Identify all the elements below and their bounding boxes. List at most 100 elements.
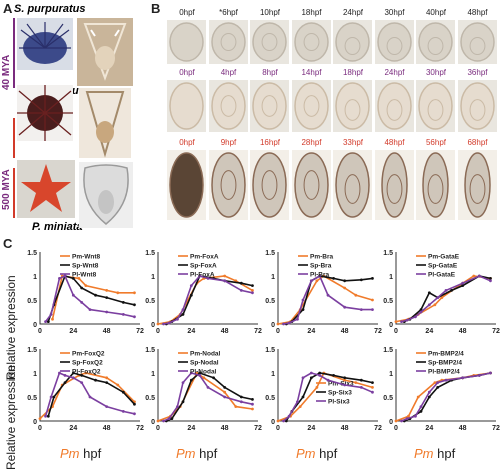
x-tick-label: 0 xyxy=(38,425,42,432)
data-point xyxy=(122,410,125,413)
x-tick-label: 48 xyxy=(221,425,229,432)
data-point xyxy=(296,318,299,321)
data-point xyxy=(133,303,136,306)
data-point xyxy=(371,386,374,389)
data-point xyxy=(176,318,179,321)
data-point xyxy=(420,410,423,413)
embryo-pl-7 xyxy=(458,80,497,132)
x-tick-label: 0 xyxy=(276,425,280,432)
y-tick-label: 0 xyxy=(151,419,155,426)
legend-label: Pm-FoxA xyxy=(190,254,219,261)
data-point xyxy=(489,279,492,282)
data-point xyxy=(371,391,374,394)
data-point xyxy=(190,284,193,287)
data-point xyxy=(354,294,357,297)
data-point xyxy=(288,415,291,418)
data-point xyxy=(122,313,125,316)
species-label-sp: S. purpuratus xyxy=(14,3,86,15)
data-point xyxy=(343,384,346,387)
data-point xyxy=(414,415,417,418)
x-tick-label: 0 xyxy=(156,328,160,335)
larva-pm-photo xyxy=(79,162,133,228)
species-label-pm: P. miniata xyxy=(32,221,83,233)
data-point xyxy=(302,299,305,302)
x-tick-label: 24 xyxy=(69,425,77,432)
data-point xyxy=(472,275,475,278)
embryo-sp-6 xyxy=(416,20,455,64)
data-point xyxy=(51,318,54,321)
embryo-sp-7 xyxy=(458,20,497,64)
xlabel-2-pm: Pm xyxy=(176,446,196,461)
x-tick-label: 72 xyxy=(374,425,382,432)
data-point xyxy=(318,374,321,377)
data-point xyxy=(277,420,280,423)
y-tick-label: 0.5 xyxy=(265,298,275,305)
data-point xyxy=(343,279,346,282)
data-point xyxy=(371,299,374,302)
data-point xyxy=(251,398,254,401)
y-tick-label: 1.5 xyxy=(383,250,393,257)
y-tick-label: 0 xyxy=(389,419,393,426)
y-tick-label: 1 xyxy=(33,371,37,378)
data-point xyxy=(47,415,50,418)
data-point xyxy=(343,287,346,290)
data-point xyxy=(302,308,305,311)
embryo-pm-4 xyxy=(333,150,372,220)
data-point xyxy=(406,417,409,420)
series-line-pm-bra xyxy=(278,276,372,324)
data-point xyxy=(105,381,108,384)
x-tick-label: 0 xyxy=(38,328,42,335)
data-point xyxy=(133,412,136,415)
embryo-pl-4 xyxy=(333,80,372,132)
data-point xyxy=(354,381,357,384)
data-point xyxy=(489,372,492,375)
embryo-sp-2 xyxy=(250,20,289,64)
x-tick-label: 48 xyxy=(341,328,349,335)
data-point xyxy=(44,415,47,418)
y-tick-label: 1 xyxy=(271,371,275,378)
legend-label: Pm-Wnt8 xyxy=(72,254,101,261)
urchin-sp-photo xyxy=(17,18,73,70)
data-point xyxy=(489,277,492,280)
x-tick-label: 0 xyxy=(394,328,398,335)
data-point xyxy=(302,396,305,399)
data-point xyxy=(157,420,160,423)
x-tick-label: 24 xyxy=(425,328,433,335)
legend-label: Sp-GataE xyxy=(428,263,458,270)
legend-label: Pl-FoxA xyxy=(190,272,215,279)
data-point xyxy=(343,376,346,379)
data-point xyxy=(240,396,243,399)
y-tick-label: 0 xyxy=(389,322,393,329)
embryo-pm-0 xyxy=(167,150,206,220)
data-point xyxy=(240,289,243,292)
series-line-sp-foxq2 xyxy=(48,373,134,416)
data-point xyxy=(89,308,92,311)
data-point xyxy=(89,396,92,399)
data-point xyxy=(240,400,243,403)
y-tick-label: 0 xyxy=(33,419,37,426)
data-point xyxy=(80,301,83,304)
y-tick-label: 1.5 xyxy=(27,250,37,257)
x-tick-label: 0 xyxy=(156,425,160,432)
data-point xyxy=(157,323,160,326)
ylabel-top: Relative expression xyxy=(4,275,18,380)
x-tick-label: 72 xyxy=(254,425,262,432)
data-point xyxy=(52,396,55,399)
data-point xyxy=(445,289,448,292)
panel-c-letter: C xyxy=(3,236,12,251)
data-point xyxy=(72,294,75,297)
x-tick-label: 72 xyxy=(374,328,382,335)
embryo-pm-5 xyxy=(375,150,414,220)
x-tick-label: 72 xyxy=(254,328,262,335)
data-point xyxy=(420,311,423,314)
xlabel-1-rest: hpf xyxy=(80,446,102,461)
y-tick-label: 0 xyxy=(271,322,275,329)
data-point xyxy=(251,403,254,406)
x-tick-label: 24 xyxy=(69,328,77,335)
data-point xyxy=(315,386,318,389)
data-point xyxy=(310,372,313,375)
data-point xyxy=(461,282,464,285)
data-point xyxy=(64,381,67,384)
data-point xyxy=(282,420,285,423)
stage-label-pl-7: 36hpf xyxy=(450,68,500,77)
